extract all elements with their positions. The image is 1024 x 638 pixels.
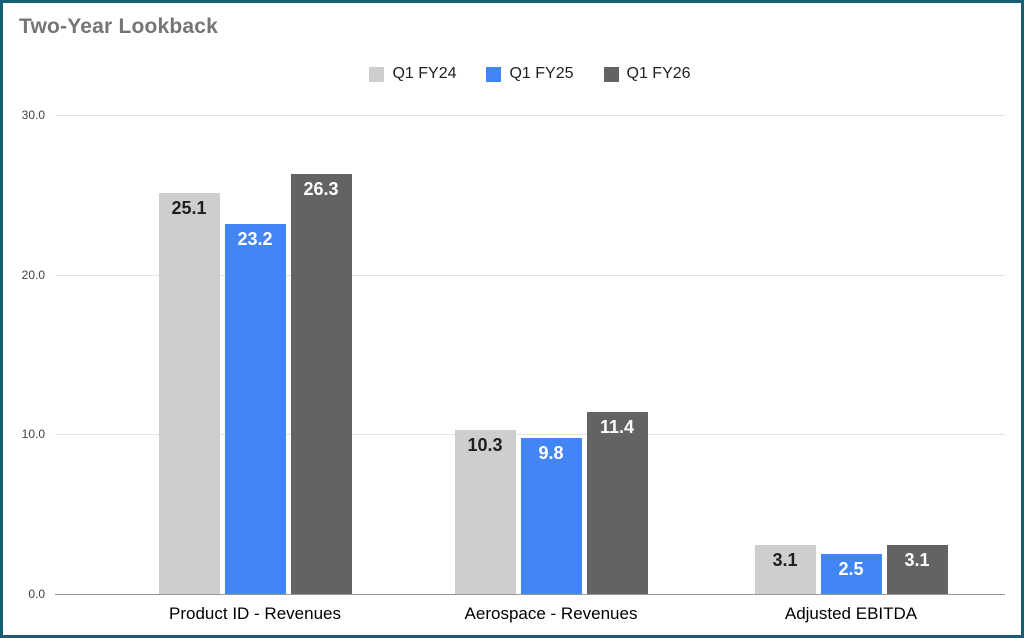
bar-value-label: 11.4	[599, 416, 635, 437]
y-axis-tick-label: 10.0	[21, 427, 45, 442]
category-label: Product ID - Revenues	[169, 604, 341, 623]
bar-value-label: 26.3	[303, 179, 339, 200]
bar-value-label: 9.8	[538, 442, 564, 463]
legend-label: Q1 FY26	[626, 65, 691, 82]
bar-value-label: 10.3	[467, 434, 503, 455]
legend-item: Q1 FY25	[486, 65, 574, 83]
legend-swatch	[603, 66, 619, 82]
category-label: Adjusted EBITDA	[784, 604, 918, 623]
bar-value-label: 25.1	[171, 198, 207, 219]
bar-value-label: 3.1	[904, 549, 930, 570]
legend-item: Q1 FY26	[603, 65, 691, 83]
bar: 10.3	[454, 429, 516, 594]
bar: 23.2	[224, 223, 286, 594]
chart-legend: Q1 FY24 Q1 FY25 Q1 FY26	[55, 65, 1005, 83]
chart-title: Two-Year Lookback	[19, 15, 219, 38]
bar: 3.1	[886, 544, 948, 594]
legend-item: Q1 FY24	[369, 65, 456, 83]
bar: 26.3	[290, 174, 352, 594]
bar: 11.4	[586, 411, 648, 594]
bar: 9.8	[520, 437, 582, 594]
gridline	[55, 594, 1005, 595]
plot-area: 0.0 10.0 20.0 30.0 25.1 23.2 26.3 Product ID - …	[3, 3, 1021, 635]
legend-swatch	[486, 66, 502, 82]
y-axis-tick-label: 30.0	[21, 108, 45, 122]
bar-value-label: 23.2	[237, 228, 273, 249]
bar-value-label: 3.1	[772, 549, 798, 570]
bar-value-label: 2.5	[838, 559, 864, 580]
gridline	[55, 115, 1005, 116]
y-axis-tick-label: 0.0	[28, 587, 45, 601]
gridline	[55, 274, 1005, 276]
gridline	[55, 434, 1005, 436]
legend-swatch	[369, 66, 385, 82]
bar: 3.1	[754, 544, 816, 594]
legend-label: Q1 FY24	[392, 65, 457, 82]
category-label: Aerospace - Revenues	[464, 604, 638, 623]
bar: 25.1	[158, 193, 220, 594]
bar: 2.5	[820, 554, 882, 594]
legend-label: Q1 FY25	[509, 65, 574, 82]
y-axis-tick-label: 20.0	[21, 267, 45, 282]
